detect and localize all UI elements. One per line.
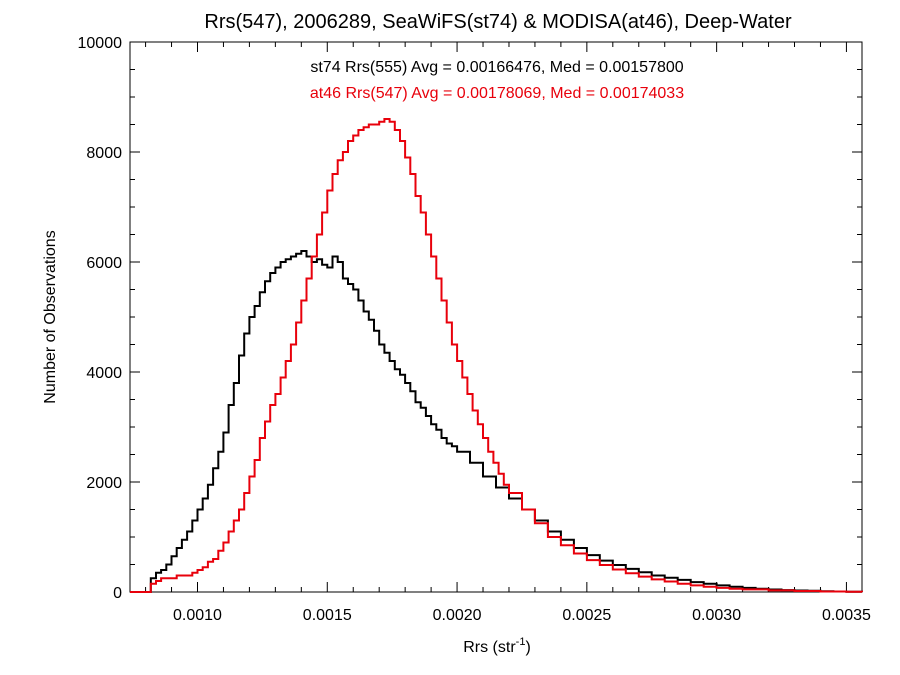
annotation-st74: st74 Rrs(555) Avg = 0.00166476, Med = 0.…	[310, 59, 683, 76]
x-tick-label: 0.0010	[173, 607, 222, 624]
plot-area: 0.0010 0.0015 0.0020 0.0025 0.0030 0.0035 0 200…	[78, 35, 871, 624]
x-tick-label: 0.0030	[692, 607, 741, 624]
x-tick-label: 0.0035	[822, 607, 871, 624]
series-line-0	[130, 250, 863, 593]
x-tick-label: 0.0025	[562, 607, 611, 624]
chart-title: Rrs(547), 2006289, SeaWiFS(st74) & MODIS…	[204, 11, 792, 33]
x-tick-label: 0.0020	[433, 607, 482, 624]
y-tick-label: 6000	[86, 255, 122, 272]
y-axis-label: Number of Observations	[42, 230, 59, 403]
series-line-1	[130, 118, 863, 593]
y-tick-label: 2000	[86, 475, 122, 492]
x-axis-label: Rrs (str-1)	[463, 636, 531, 656]
x-tick-label: 0.0015	[303, 607, 352, 624]
y-tick-label: 0	[113, 585, 122, 602]
annotation-at46: at46 Rrs(547) Avg = 0.00178069, Med = 0.…	[310, 85, 684, 102]
y-tick-label: 4000	[86, 365, 122, 382]
y-tick-label: 8000	[86, 145, 122, 162]
y-tick-label: 10000	[78, 35, 123, 52]
